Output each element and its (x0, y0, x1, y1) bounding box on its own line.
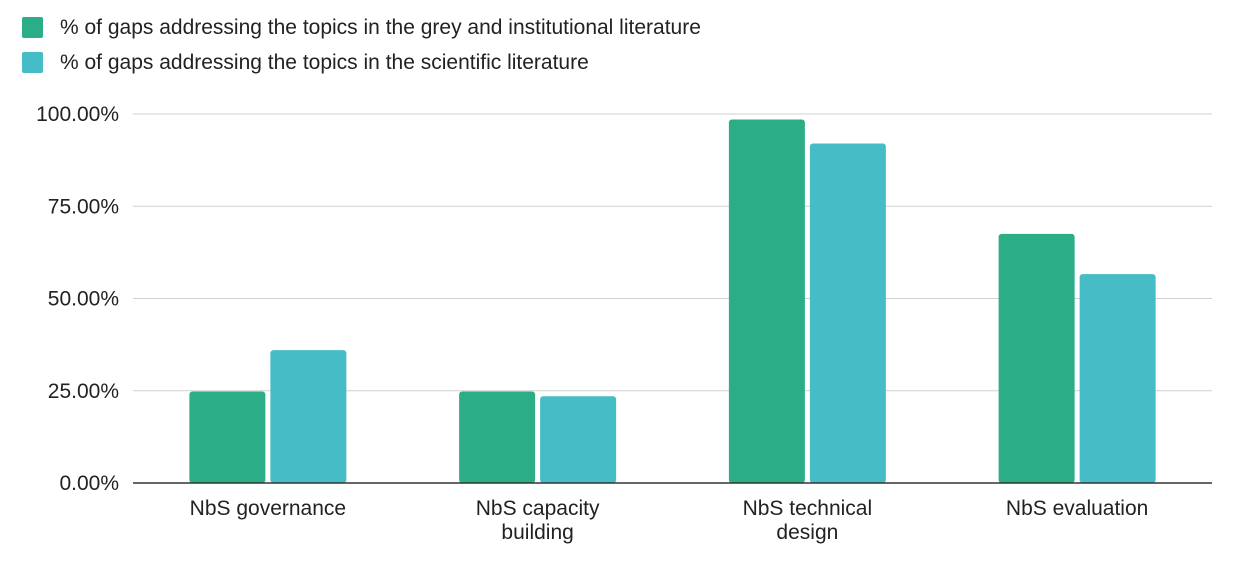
x-category-label-line: NbS technical (743, 497, 873, 520)
x-category-label-line: design (776, 521, 838, 544)
bar-grey-literature (459, 391, 536, 483)
bar-scientific-literature (270, 350, 347, 483)
x-category-label-line: NbS evaluation (1006, 497, 1148, 520)
bar-scientific-literature (809, 143, 886, 483)
legend-swatch-scientific-literature (22, 52, 43, 73)
y-tick-label: 50.00% (48, 288, 119, 311)
legend-item-grey-literature: % of gaps addressing the topics in the g… (22, 10, 701, 45)
x-category-label: NbS capacity building (476, 497, 600, 544)
legend-label-grey-literature: % of gaps addressing the topics in the g… (60, 15, 701, 39)
x-category-label: NbS evaluation (1006, 497, 1148, 520)
legend-item-scientific-literature: % of gaps addressing the topics in the s… (22, 45, 701, 80)
y-tick-label: 100.00% (36, 103, 119, 126)
y-tick-label: 0.00% (59, 472, 119, 495)
y-tick-label: 25.00% (48, 380, 119, 403)
x-category-label: NbS technical design (743, 497, 873, 544)
x-category-label-line: NbS governance (190, 497, 346, 520)
chart-legend: % of gaps addressing the topics in the g… (22, 10, 701, 80)
bar-grey-literature (998, 233, 1075, 483)
bar-scientific-literature (1079, 274, 1156, 483)
legend-swatch-grey-literature (22, 17, 43, 38)
bar-scientific-literature (540, 396, 617, 483)
bar-grey-literature (728, 119, 805, 483)
x-category-label-line: NbS capacity (476, 497, 600, 520)
x-category-label: NbS governance (190, 497, 346, 520)
y-tick-label: 75.00% (48, 195, 119, 218)
legend-label-scientific-literature: % of gaps addressing the topics in the s… (60, 50, 589, 74)
x-category-label-line: building (501, 521, 573, 544)
bar-grey-literature (189, 391, 266, 483)
